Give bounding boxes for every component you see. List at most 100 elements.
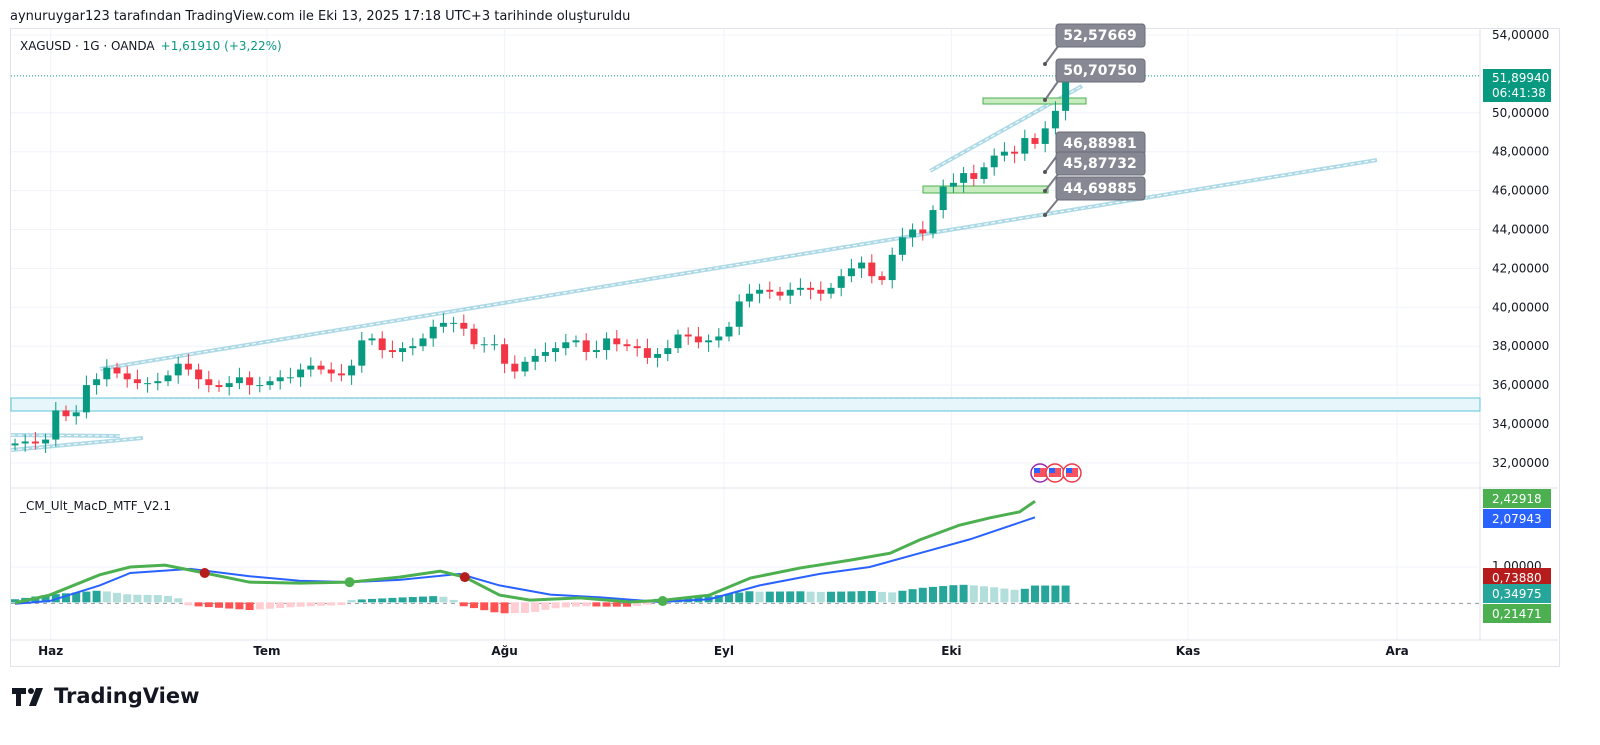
candle-body	[623, 344, 631, 347]
price-axis-label: 48,00000	[1492, 145, 1549, 159]
histogram-bar	[327, 602, 336, 606]
price-callout	[1055, 23, 1146, 48]
candle-body	[694, 336, 702, 343]
price-axis-label: 50,00000	[1492, 106, 1549, 120]
time-axis-label: Ağu	[491, 644, 517, 658]
callout-anchor	[1043, 213, 1047, 217]
candle-body	[113, 367, 121, 374]
histogram-bar	[1010, 589, 1019, 603]
candle-body	[939, 186, 947, 211]
histogram-bar	[786, 591, 795, 603]
histogram-bar	[980, 586, 988, 603]
histogram-bar	[582, 602, 591, 607]
histogram-bar	[153, 595, 162, 603]
histogram-bar	[500, 602, 509, 614]
candle-body	[388, 350, 396, 353]
candle-body	[399, 348, 407, 353]
histogram-bar	[521, 602, 529, 613]
snapshot-caption: aynuruygar123 tarafından TradingView.com…	[10, 9, 631, 24]
candle-body	[205, 379, 213, 386]
histogram-bar	[470, 602, 478, 609]
histogram-bar	[816, 591, 825, 603]
signal-line	[14, 516, 1036, 605]
histogram-bar	[41, 595, 50, 603]
time-axis-label: Tem	[253, 644, 280, 658]
candle-body	[42, 439, 50, 444]
indicator-value-label: 2,07943	[1492, 512, 1542, 526]
current-price-value: 51,89940	[1492, 71, 1549, 85]
us-flag-canton	[1034, 468, 1040, 473]
indicator-value-label: 0,34975	[1492, 587, 1542, 601]
candle-body	[21, 441, 29, 444]
candle-body	[562, 342, 570, 349]
candle-body	[256, 385, 264, 387]
candle-body	[348, 365, 356, 376]
histogram-bar	[531, 602, 540, 612]
histogram-bar	[725, 593, 733, 603]
price-callout	[1055, 58, 1146, 83]
support-zone	[10, 397, 1481, 412]
histogram-bar	[592, 602, 601, 607]
histogram-bar	[194, 602, 203, 607]
histogram-bar	[878, 591, 886, 603]
price-callout-label: 44,69885	[1063, 181, 1137, 197]
histogram-bar	[11, 599, 19, 603]
candle-body	[93, 379, 101, 386]
histogram-bar	[286, 602, 295, 608]
histogram-bar	[225, 602, 234, 609]
histogram-bar	[735, 592, 744, 603]
resistance-box	[982, 97, 1087, 105]
histogram-bar	[266, 602, 274, 609]
histogram-bar	[347, 599, 356, 603]
indicator-value-badge	[1483, 604, 1551, 623]
steep-trendline-dash	[929, 85, 1083, 172]
candle-body	[460, 322, 468, 329]
histogram-bar	[235, 602, 244, 610]
candle-body	[419, 338, 427, 347]
histogram-bar	[215, 602, 223, 608]
candle-body	[664, 348, 672, 354]
cross-dot	[344, 577, 355, 588]
candle-body	[144, 383, 152, 385]
indicator-legend[interactable]: _CM_Ult_MacD_MTF_V2.1	[20, 499, 171, 513]
callout-pointer	[1044, 197, 1060, 216]
time-axis-label: Haz	[38, 644, 63, 658]
tradingview-logo-icon	[12, 688, 43, 706]
candle-body	[796, 287, 804, 290]
candle-body	[745, 293, 753, 302]
histogram-bar	[429, 596, 438, 603]
histogram-bar	[449, 599, 458, 603]
histogram-bar	[714, 595, 723, 603]
candle-body	[317, 365, 325, 370]
histogram-bar	[82, 591, 91, 603]
symbol-legend[interactable]: XAGUSD · 1G · OANDA +1,61910 (+3,22%)	[20, 39, 282, 53]
price-axis-label: 34,00000	[1492, 417, 1549, 431]
histogram-bar	[174, 598, 183, 603]
histogram-bar	[745, 591, 754, 603]
histogram-bar	[510, 602, 519, 614]
candle-body	[878, 276, 886, 281]
price-axis-label: 42,00000	[1492, 261, 1549, 275]
candle-body	[847, 268, 855, 277]
histogram-bar	[245, 602, 254, 611]
candle-body	[552, 348, 560, 353]
candle-body	[909, 229, 917, 238]
candle-body	[1000, 151, 1008, 156]
candle-body	[715, 336, 723, 341]
ascending-trendline-dash	[99, 159, 1378, 370]
candle-body	[11, 443, 19, 446]
histogram-bar	[541, 602, 550, 610]
tradingview-logo[interactable]: TradingView	[12, 684, 199, 708]
candle-body	[470, 328, 478, 345]
callout-pointer	[1044, 44, 1060, 65]
callout-anchor	[1043, 170, 1047, 174]
candle-body	[31, 441, 39, 444]
histogram-bar	[72, 592, 81, 603]
candle-body	[592, 350, 600, 353]
histogram-bar	[623, 602, 631, 607]
histogram-bar	[898, 590, 907, 603]
candle-body	[776, 291, 784, 296]
histogram-bar	[113, 592, 121, 603]
candle-body	[72, 412, 80, 417]
